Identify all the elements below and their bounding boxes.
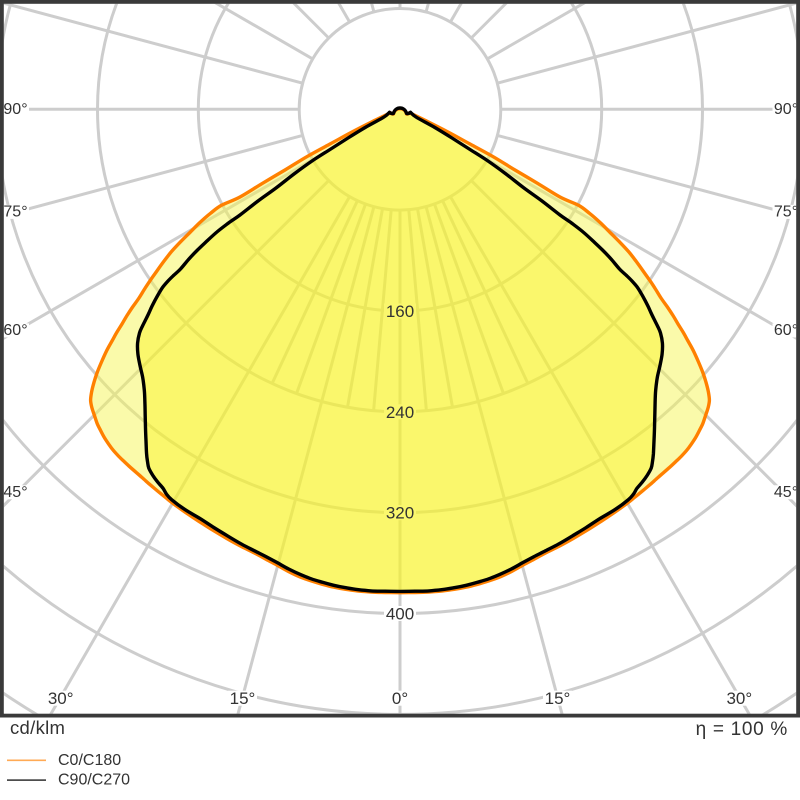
svg-text:C0/C180: C0/C180 [58,752,121,769]
svg-text:15°: 15° [230,689,256,708]
svg-text:cd/klm: cd/klm [10,717,65,738]
svg-text:15°: 15° [545,689,571,708]
svg-text:60°: 60° [774,322,798,339]
svg-text:45°: 45° [774,484,798,501]
svg-text:0°: 0° [392,689,408,708]
svg-text:240: 240 [386,403,414,422]
svg-text:90°: 90° [3,101,27,118]
svg-text:400: 400 [386,605,414,624]
svg-text:90°: 90° [774,101,798,118]
svg-text:45°: 45° [3,484,27,501]
svg-text:η = 100 %: η = 100 % [696,719,788,740]
svg-text:C90/C270: C90/C270 [58,772,130,789]
svg-text:75°: 75° [3,204,27,221]
svg-text:160: 160 [386,302,414,321]
svg-text:320: 320 [386,504,414,523]
svg-text:30°: 30° [726,689,752,708]
svg-text:60°: 60° [3,322,27,339]
svg-text:30°: 30° [48,689,74,708]
svg-text:75°: 75° [774,204,798,221]
